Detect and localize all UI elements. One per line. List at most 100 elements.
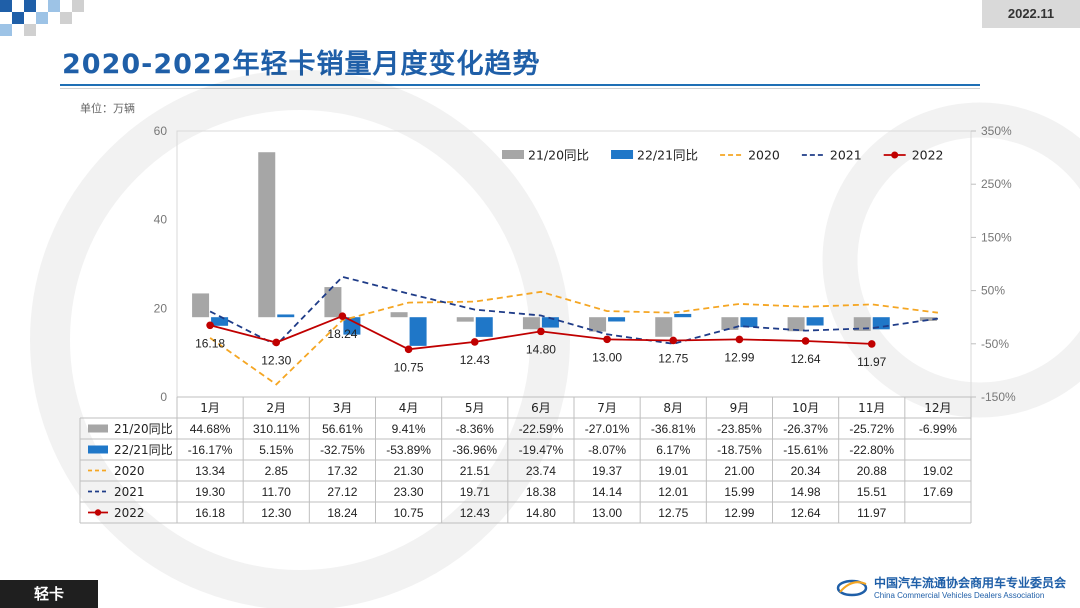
bar-2120-yoy bbox=[787, 317, 805, 332]
table-cell: 11.97 bbox=[857, 506, 886, 520]
page-title: 2020-2022年轻卡销量月度变化趋势 bbox=[62, 49, 541, 80]
point-2022 bbox=[470, 338, 479, 346]
table-cell: 14.98 bbox=[791, 485, 821, 499]
table-cell: -19.47% bbox=[519, 443, 564, 457]
point-2022 bbox=[669, 336, 678, 345]
data-label-2022: 12.75 bbox=[658, 351, 688, 365]
table-cell: -53.89% bbox=[386, 443, 431, 457]
y-left-tick-label: 60 bbox=[154, 124, 168, 138]
table-cell: -22.80% bbox=[849, 443, 894, 457]
table-cell: 19.37 bbox=[592, 464, 622, 478]
table-cell: -8.07% bbox=[588, 443, 626, 457]
data-label-2022: 10.75 bbox=[394, 360, 424, 374]
table-cell: -15.61% bbox=[783, 443, 828, 457]
x-tick-label: 7月 bbox=[597, 401, 617, 415]
title-divider bbox=[60, 84, 980, 86]
table-cell: 23.74 bbox=[526, 464, 556, 478]
table-cell: 19.71 bbox=[460, 485, 490, 499]
table-cell: 17.32 bbox=[327, 464, 357, 478]
data-label-2022: 12.30 bbox=[261, 353, 291, 367]
table-cell: 10.75 bbox=[394, 506, 424, 520]
table-cell: -32.75% bbox=[320, 443, 365, 457]
bar-2120-yoy bbox=[522, 317, 540, 330]
table-series-name: 2020 bbox=[114, 464, 145, 478]
bar-2120-yoy bbox=[655, 317, 673, 337]
table-cell: 15.99 bbox=[724, 485, 754, 499]
table-cell: 19.01 bbox=[658, 464, 688, 478]
org-emblem-icon bbox=[836, 579, 868, 597]
point-2022 bbox=[603, 335, 611, 344]
line-2021 bbox=[209, 275, 939, 347]
table-cell: 9.41% bbox=[392, 422, 426, 436]
y-right-tick-label: -50% bbox=[981, 337, 1009, 351]
unit-label: 单位：万辆 bbox=[80, 102, 135, 115]
y-left-tick-label: 20 bbox=[154, 301, 168, 315]
legend-marker-2022 bbox=[891, 151, 899, 159]
table-cell: -36.96% bbox=[452, 443, 497, 457]
table-cell: 14.14 bbox=[592, 485, 622, 499]
bar-2221-yoy bbox=[409, 317, 427, 346]
bar-2120-yoy bbox=[456, 317, 474, 322]
point-2022 bbox=[404, 345, 413, 354]
table-cell: -16.17% bbox=[188, 443, 233, 457]
data-label-2022: 12.64 bbox=[791, 352, 821, 366]
bar-2221-yoy bbox=[806, 317, 824, 326]
table-cell: -36.81% bbox=[651, 422, 696, 436]
x-tick-label: 5月 bbox=[465, 401, 485, 415]
table-cell: 21.00 bbox=[724, 464, 754, 478]
table-cell: 23.30 bbox=[394, 485, 424, 499]
table-series-name: 2021 bbox=[114, 485, 145, 499]
data-label-2022: 12.43 bbox=[460, 353, 490, 367]
x-tick-label: 10月 bbox=[792, 401, 819, 415]
table-cell: 12.30 bbox=[261, 506, 291, 520]
legend-swatch-21/20同比 bbox=[502, 150, 524, 159]
bar-2221-yoy bbox=[740, 317, 758, 328]
table-cell: 14.80 bbox=[526, 506, 556, 520]
table-cell: 12.01 bbox=[658, 485, 688, 499]
org-name-cn: 中国汽车流通协会商用车专业委员会 bbox=[873, 576, 1066, 590]
x-tick-label: 4月 bbox=[399, 401, 419, 415]
x-tick-label: 1月 bbox=[200, 401, 220, 415]
category-tag: 轻卡 bbox=[0, 580, 98, 608]
table-cell: -22.59% bbox=[519, 422, 564, 436]
bar-2221-yoy bbox=[475, 317, 493, 337]
table-cell: -6.99% bbox=[919, 422, 957, 436]
table-cell: -26.37% bbox=[783, 422, 828, 436]
legend-label-2020: 2020 bbox=[748, 148, 780, 163]
bar-2120-yoy bbox=[324, 287, 342, 318]
bar-2120-yoy bbox=[919, 317, 937, 321]
table-cell: 6.17% bbox=[656, 443, 690, 457]
bar-2120-yoy bbox=[853, 317, 871, 331]
table-series-name: 22/21同比 bbox=[114, 443, 173, 457]
line-2020 bbox=[209, 290, 939, 386]
legend-label-21/20同比: 21/20同比 bbox=[528, 148, 589, 163]
y-left-tick-label: 0 bbox=[160, 390, 167, 404]
table-cell: -18.75% bbox=[717, 443, 762, 457]
table-cell: 20.34 bbox=[791, 464, 821, 478]
y-right-tick-label: -150% bbox=[981, 390, 1016, 404]
table-cell: 11.70 bbox=[262, 485, 291, 499]
legend-label-2022: 2022 bbox=[912, 148, 944, 163]
data-label-2022: 18.24 bbox=[327, 327, 357, 341]
bar-2120-yoy bbox=[589, 317, 607, 332]
x-tick-label: 6月 bbox=[531, 401, 551, 415]
table-cell: 18.38 bbox=[526, 485, 556, 499]
table-series-name: 2022 bbox=[114, 506, 145, 520]
table-cell: 18.24 bbox=[327, 506, 357, 520]
y-right-tick-label: 50% bbox=[981, 284, 1005, 298]
table-key-21/20同比 bbox=[88, 424, 108, 433]
table-key-marker-2022 bbox=[94, 509, 102, 516]
date-badge: 2022.11 bbox=[982, 0, 1080, 28]
bar-2221-yoy bbox=[277, 314, 295, 318]
table-cell: 5.15% bbox=[259, 443, 293, 457]
data-label-2022: 16.18 bbox=[195, 336, 225, 350]
x-tick-label: 8月 bbox=[663, 401, 683, 415]
x-tick-label: 3月 bbox=[333, 401, 353, 415]
y-right-tick-label: 350% bbox=[981, 124, 1012, 138]
table-cell: 13.34 bbox=[195, 464, 225, 478]
y-right-tick-label: 150% bbox=[981, 230, 1012, 244]
bar-2221-yoy bbox=[541, 317, 559, 328]
watermark bbox=[30, 70, 1080, 608]
point-2022 bbox=[537, 327, 545, 336]
